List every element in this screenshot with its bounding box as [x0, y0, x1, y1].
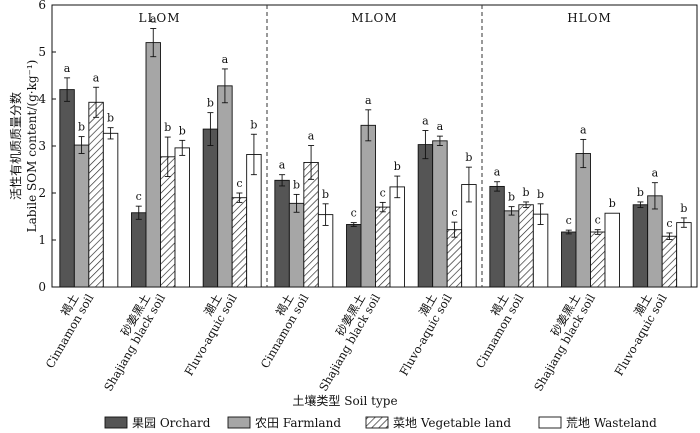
legend-swatch — [227, 416, 251, 429]
significance-letter: b — [78, 121, 85, 134]
bar — [676, 222, 692, 288]
significance-letter: b — [609, 197, 616, 210]
bars-layer — [59, 28, 692, 288]
significance-letter: b — [508, 191, 515, 204]
significance-letter: c — [666, 217, 672, 230]
bar — [360, 124, 376, 288]
significance-letter: a — [93, 71, 100, 84]
legend-label: 农田 Farmland — [255, 416, 341, 430]
significance-letter: c — [236, 177, 242, 190]
legend-swatch — [104, 416, 128, 429]
legend-label: 菜地 Vegetable land — [393, 416, 511, 430]
bar — [561, 231, 577, 288]
y-axis-title-en: Labile SOM content/(g·kg⁻¹) — [25, 60, 39, 233]
significance-letter: b — [293, 178, 300, 191]
legend: 果园 Orchard 农田 Farmland 菜地 Vegetable land 荒地… — [104, 416, 657, 430]
legend-swatch — [538, 416, 562, 429]
y-tick-label: 1 — [38, 233, 46, 247]
bar — [389, 186, 405, 288]
y-tick-label: 5 — [38, 45, 46, 59]
bar — [661, 235, 678, 288]
bar — [231, 197, 248, 288]
significance-letter: a — [308, 130, 315, 143]
panel-title: MLOM — [351, 11, 397, 25]
bar — [417, 144, 434, 288]
bar — [489, 185, 505, 288]
legend-swatch — [365, 416, 389, 429]
significance-letter: b — [537, 188, 544, 201]
bar — [274, 179, 290, 288]
significance-letter: c — [566, 214, 572, 227]
significance-letter: a — [64, 62, 71, 75]
panel-title: LLOM — [138, 11, 180, 25]
significance-letter: c — [351, 207, 357, 220]
significance-letter: b — [179, 124, 186, 137]
bar — [346, 224, 362, 288]
bar — [303, 161, 319, 288]
significance-letter: b — [680, 202, 687, 215]
bar — [446, 229, 463, 288]
y-tick-label: 4 — [38, 92, 46, 106]
significance-letter: c — [136, 190, 142, 203]
significance-letter: c — [451, 206, 457, 219]
y-tick-label: 0 — [38, 280, 46, 294]
significance-letter: c — [380, 186, 386, 199]
bar — [432, 140, 448, 288]
significance-letter: b — [637, 186, 644, 199]
legend-label: 荒地 Wasteland — [566, 416, 657, 430]
bar — [288, 202, 305, 288]
panel-title: HLOM — [567, 11, 612, 25]
significance-letter: c — [595, 214, 601, 227]
significance-letter: b — [465, 151, 472, 164]
significance-letter: b — [523, 186, 530, 199]
bar — [59, 89, 75, 288]
significance-letter: a — [580, 123, 587, 136]
significance-letter: b — [250, 118, 257, 131]
bar — [217, 85, 233, 288]
significance-letter: a — [365, 94, 372, 107]
significance-letter: a — [494, 166, 501, 179]
significance-letter: a — [437, 120, 444, 133]
significance-letter: b — [322, 188, 329, 201]
bar — [174, 147, 190, 288]
significance-letter: a — [279, 159, 286, 172]
bar — [73, 144, 90, 288]
y-tick-label: 6 — [38, 0, 46, 12]
bar — [575, 153, 591, 288]
bar — [503, 210, 520, 288]
y-tick-label: 2 — [38, 186, 46, 200]
bar — [590, 231, 606, 288]
x-axis-title: 土壤类型 Soil type — [292, 393, 397, 408]
significance-letter: b — [164, 121, 171, 134]
bar — [88, 101, 104, 288]
bar — [647, 195, 663, 288]
significance-letter: a — [222, 53, 229, 66]
bar — [131, 212, 147, 288]
bar — [102, 132, 119, 288]
bar — [145, 42, 161, 288]
y-axis-title-zh: 活性有机质质量分数 — [8, 92, 23, 200]
significance-letter: a — [150, 13, 157, 26]
significance-letter: a — [652, 167, 659, 180]
significance-letter: a — [422, 114, 429, 127]
significance-letter: b — [107, 112, 114, 125]
bar — [604, 212, 620, 288]
bar — [202, 128, 219, 288]
significance-letter: b — [207, 97, 214, 110]
bar — [375, 206, 391, 288]
legend-label: 果园 Orchard — [132, 416, 211, 430]
y-tick-label: 3 — [38, 139, 46, 153]
bar — [532, 213, 549, 288]
bar — [632, 204, 649, 288]
bar — [518, 204, 534, 288]
significance-letter: b — [394, 160, 401, 173]
